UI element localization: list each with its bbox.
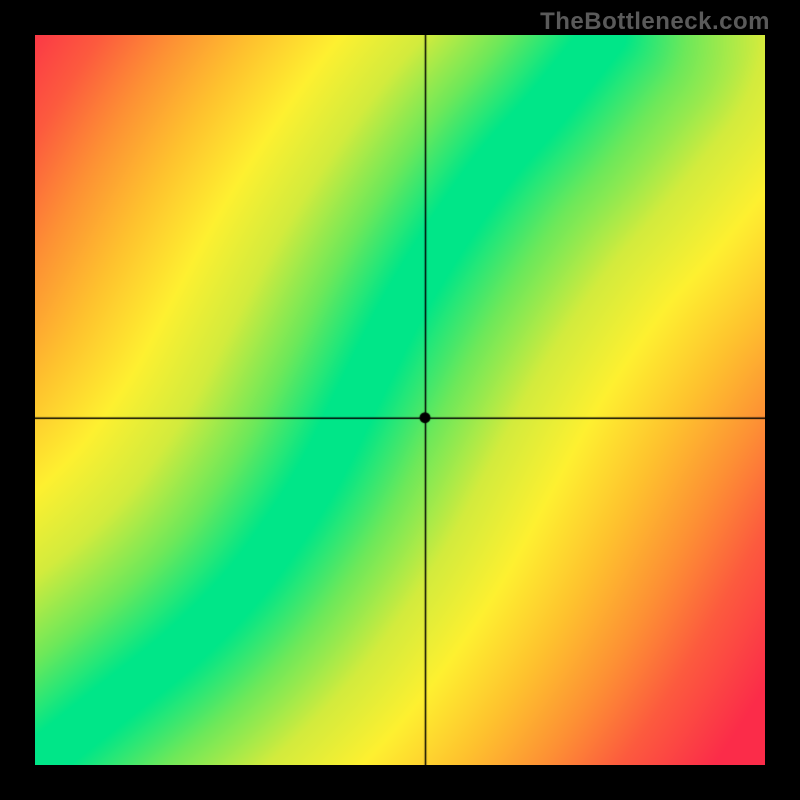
chart-container: { "watermark": { "text": "TheBottleneck.…	[0, 0, 800, 800]
watermark-text: TheBottleneck.com	[540, 8, 770, 36]
heatmap-canvas	[35, 35, 765, 765]
